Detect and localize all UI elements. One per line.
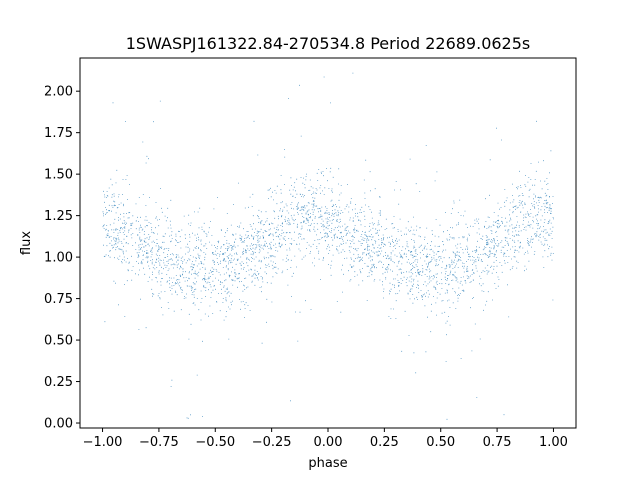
y-tick-label: 0.50: [44, 334, 73, 349]
x-tick-label: 0.75: [483, 435, 512, 450]
x-tick-label: −0.50: [195, 435, 235, 450]
y-tick-label: 1.75: [44, 126, 73, 141]
y-tick-label: 1.50: [44, 168, 73, 183]
y-tick-label: 2.00: [44, 85, 73, 100]
x-tick-label: −0.75: [139, 435, 179, 450]
y-axis-label: flux: [19, 231, 34, 255]
x-tick-label: 0.50: [426, 435, 455, 450]
y-tick-label: 0.75: [44, 292, 73, 307]
x-tick-label: 0.25: [370, 435, 399, 450]
chart-title: 1SWASPJ161322.84-270534.8 Period 22689.0…: [126, 34, 531, 53]
y-tick-label: 1.00: [44, 251, 73, 266]
y-tick-label: 1.25: [44, 209, 73, 224]
x-tick-label: 1.00: [539, 435, 568, 450]
x-tick-label: −0.25: [252, 435, 292, 450]
x-tick-label: −1.00: [83, 435, 123, 450]
x-axis: −1.00 −0.75 −0.50 −0.25 0.00 0.25 0.50 0.75 1.00: [83, 428, 568, 450]
x-tick-label: 0.00: [314, 435, 343, 450]
x-axis-label: phase: [308, 456, 347, 471]
y-axis: 0.00 0.25 0.50 0.75 1.00 1.25 1.50 1.75 2.00: [44, 85, 80, 432]
y-tick-label: 0.25: [44, 375, 73, 390]
y-tick-label: 0.00: [44, 417, 73, 432]
